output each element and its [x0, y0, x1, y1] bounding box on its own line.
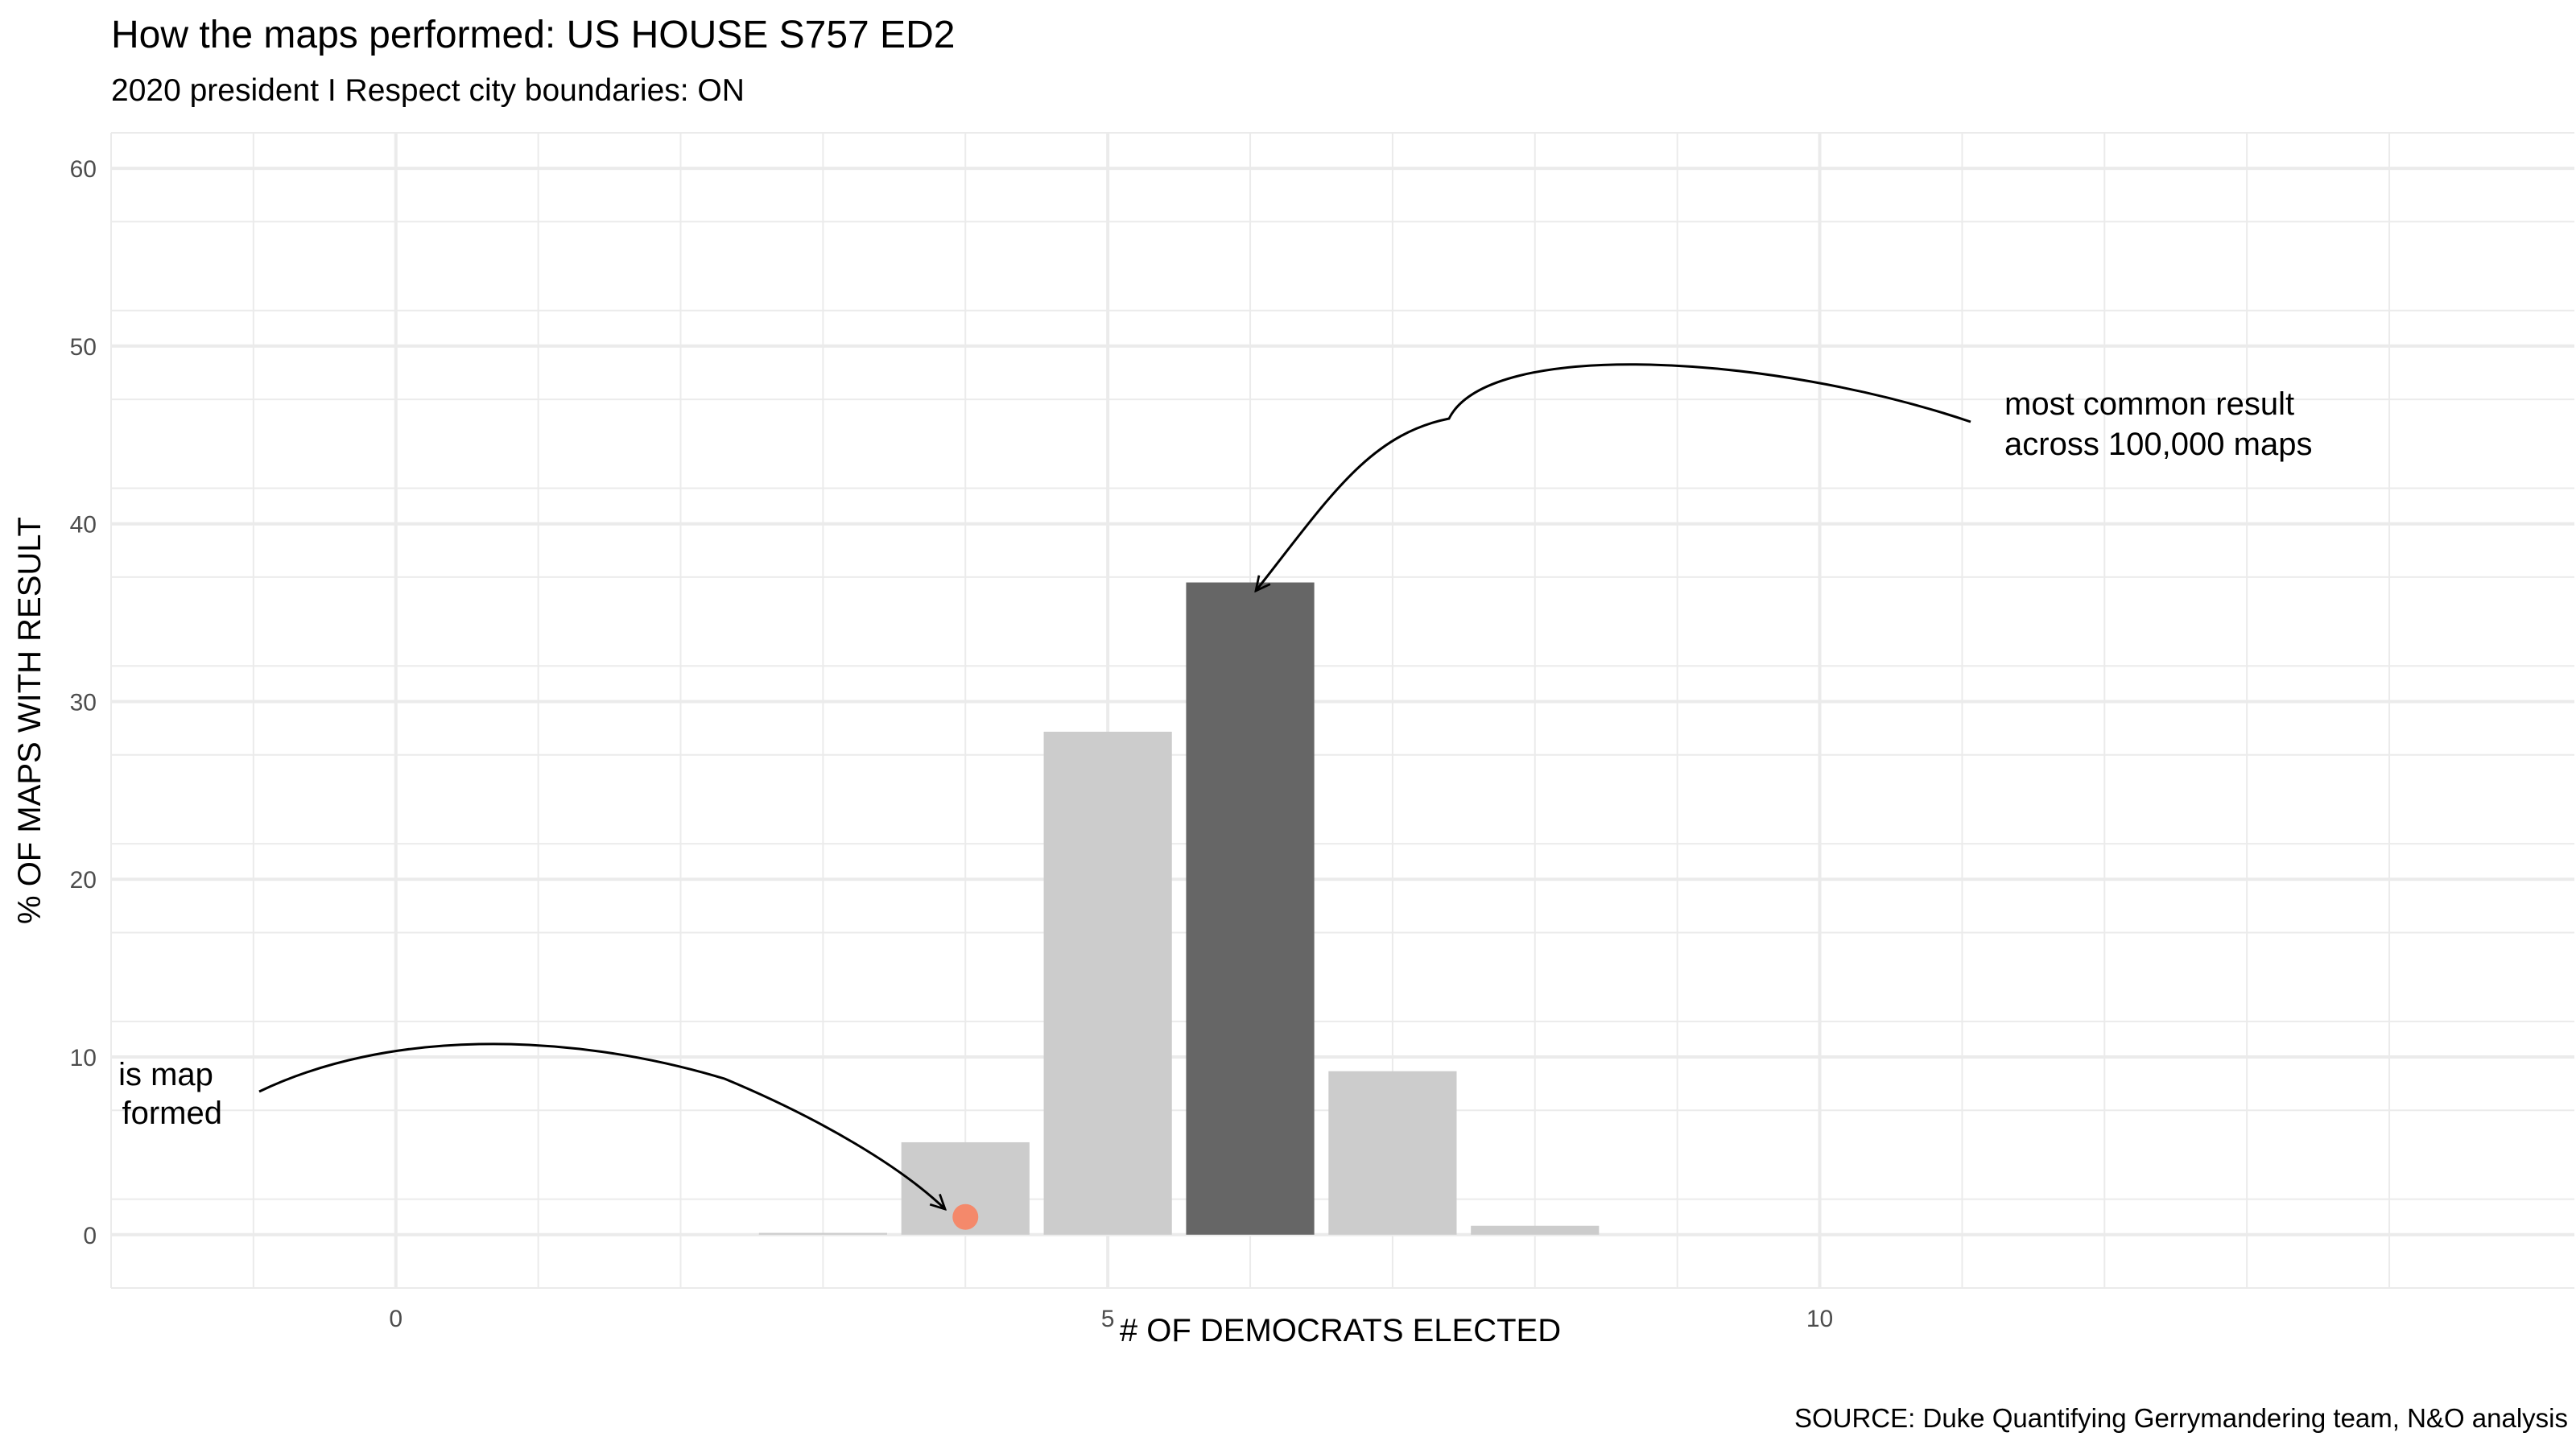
annotation-text-enacted-map: is map formed: [118, 1057, 222, 1131]
x-tick-label: 10: [1806, 1306, 1833, 1332]
enacted-map-points: [952, 1203, 979, 1230]
y-tick-label: 60: [70, 156, 97, 183]
annotation-enacted-map: is map formed: [118, 1042, 945, 1209]
bar: [758, 1232, 887, 1235]
chart-title: How the maps performed: US HOUSE S757 ED…: [111, 14, 956, 56]
grid-lines: [110, 132, 2574, 1289]
enacted-map-point: [952, 1203, 979, 1230]
source-note: SOURCE: Duke Quantifying Gerrymandering …: [1794, 1403, 2568, 1433]
annotation-text-most-common: most common result across 100,000 maps: [2004, 386, 2312, 462]
annotation-arrow-most-common: [1256, 363, 1971, 591]
y-axis-title: % OF MAPS WITH RESULT: [12, 517, 47, 924]
bar: [1471, 1225, 1600, 1235]
bar-most-common: [1186, 582, 1315, 1235]
bars: [758, 582, 1600, 1235]
y-tick-label: 10: [70, 1045, 97, 1071]
y-tick-label: 0: [83, 1223, 97, 1249]
y-tick-label: 20: [70, 867, 97, 894]
annotation-line: most common result: [2004, 386, 2294, 422]
chart-subtitle: 2020 president I Respect city boundaries…: [111, 73, 745, 108]
annotation-most-common: most common result across 100,000 maps: [1256, 363, 2312, 591]
tick-labels: 0 10 20 30 40 50 60 0 5 10: [70, 156, 1834, 1332]
y-tick-label: 40: [70, 512, 97, 539]
x-tick-label: 0: [389, 1306, 402, 1332]
y-tick-label: 30: [70, 689, 97, 716]
annotation-arrow-enacted-map: [258, 1042, 945, 1209]
annotation-line: formed: [122, 1096, 223, 1131]
annotation-line: is map: [118, 1057, 213, 1092]
x-axis-title: # OF DEMOCRATS ELECTED: [1120, 1313, 1561, 1348]
bar: [1043, 731, 1172, 1235]
y-tick-label: 50: [70, 334, 97, 361]
x-tick-label: 5: [1101, 1306, 1115, 1332]
annotation-line: across 100,000 maps: [2004, 427, 2312, 462]
bar: [1328, 1071, 1457, 1235]
